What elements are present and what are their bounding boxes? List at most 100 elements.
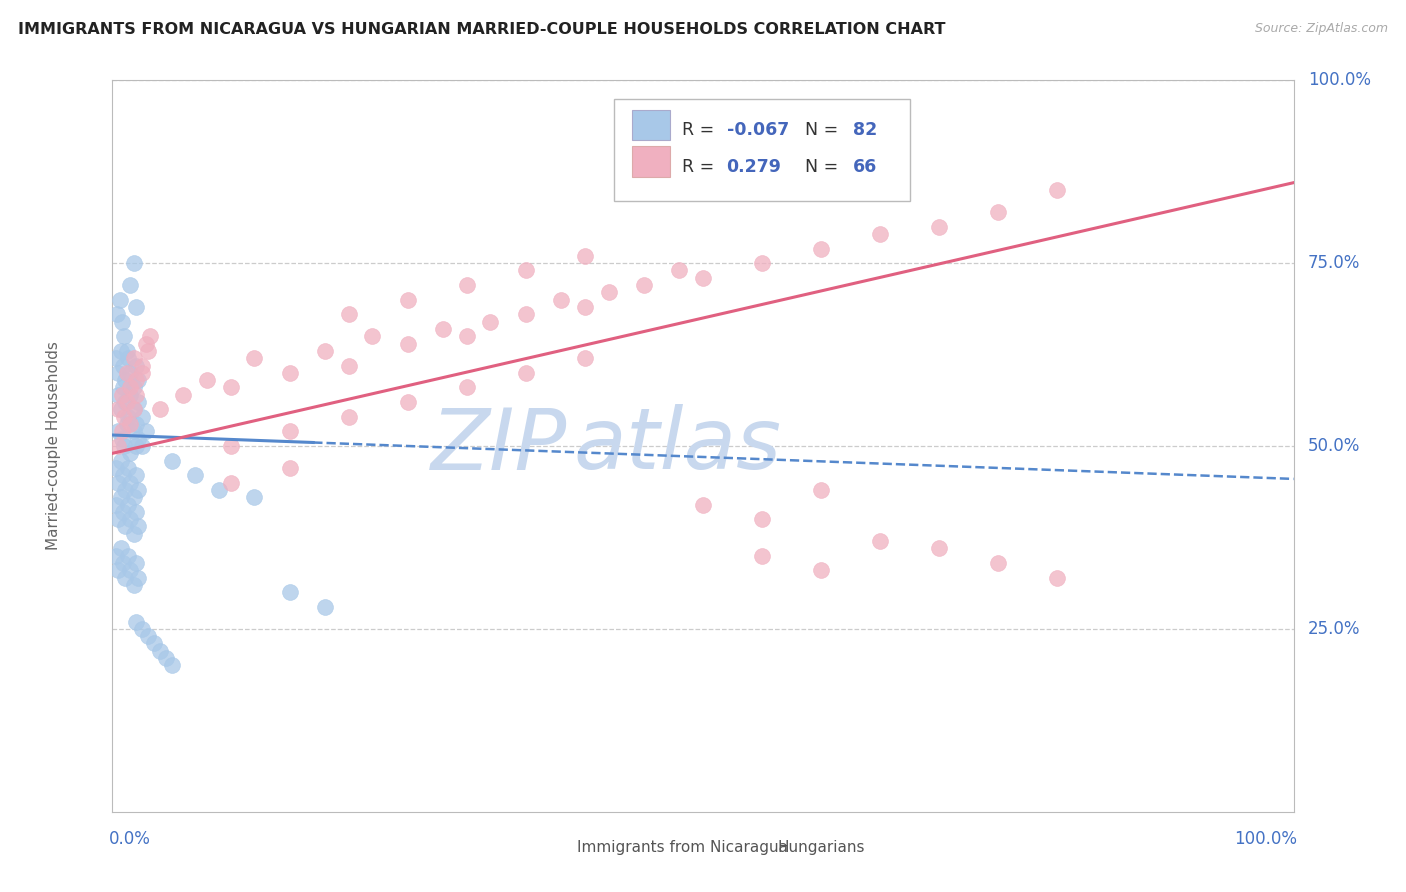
Text: IMMIGRANTS FROM NICARAGUA VS HUNGARIAN MARRIED-COUPLE HOUSEHOLDS CORRELATION CHA: IMMIGRANTS FROM NICARAGUA VS HUNGARIAN M… <box>18 22 946 37</box>
Point <box>112 556 135 570</box>
Point <box>125 615 148 629</box>
Point <box>105 461 128 475</box>
Point <box>337 307 360 321</box>
Point <box>598 285 620 300</box>
Point <box>278 461 301 475</box>
Point <box>110 343 132 358</box>
Point <box>112 505 135 519</box>
Point <box>219 380 242 394</box>
Point <box>751 549 773 563</box>
Text: 75.0%: 75.0% <box>1308 254 1360 272</box>
Point <box>208 483 231 497</box>
Point <box>117 409 139 424</box>
Text: Married-couple Households: Married-couple Households <box>46 342 60 550</box>
Point <box>243 490 266 504</box>
Point <box>111 388 134 402</box>
Point <box>810 242 832 256</box>
Point <box>550 293 572 307</box>
Point <box>810 563 832 577</box>
Point <box>1046 183 1069 197</box>
Point <box>135 425 157 439</box>
Point <box>108 293 131 307</box>
Point <box>574 351 596 366</box>
Point <box>112 329 135 343</box>
Point <box>1046 571 1069 585</box>
Point <box>117 351 139 366</box>
Point <box>117 461 139 475</box>
Point <box>105 549 128 563</box>
Text: R =: R = <box>682 158 720 176</box>
Bar <box>744 839 770 855</box>
Point <box>120 563 142 577</box>
Point <box>396 293 419 307</box>
Point <box>114 373 136 387</box>
Text: Hungarians: Hungarians <box>778 840 865 855</box>
Point <box>396 395 419 409</box>
Point <box>515 263 537 277</box>
Point <box>139 329 162 343</box>
Bar <box>544 839 569 855</box>
Point <box>692 270 714 285</box>
Point <box>135 336 157 351</box>
Point <box>125 505 148 519</box>
Point <box>456 278 478 293</box>
Point <box>515 307 537 321</box>
Text: 100.0%: 100.0% <box>1234 830 1298 848</box>
Point <box>114 483 136 497</box>
Point <box>219 439 242 453</box>
Point <box>111 432 134 446</box>
Point <box>111 425 134 439</box>
Point <box>131 366 153 380</box>
Point <box>668 263 690 277</box>
Point <box>928 541 950 556</box>
Point <box>125 359 148 373</box>
Point <box>115 395 138 409</box>
Point <box>314 343 336 358</box>
Point <box>456 380 478 394</box>
Point <box>987 205 1010 219</box>
Text: 50.0%: 50.0% <box>1308 437 1360 455</box>
Point <box>120 388 142 402</box>
Point <box>125 373 148 387</box>
Point <box>112 468 135 483</box>
Point <box>219 475 242 490</box>
FancyBboxPatch shape <box>633 110 669 140</box>
Point <box>115 366 138 380</box>
Point <box>127 483 149 497</box>
Text: N =: N = <box>794 121 844 139</box>
Point <box>142 636 165 650</box>
Point <box>112 409 135 424</box>
Point <box>136 343 159 358</box>
Point <box>131 359 153 373</box>
Point <box>149 644 172 658</box>
Point <box>122 490 145 504</box>
Point <box>110 402 132 417</box>
Point <box>105 351 128 366</box>
Point <box>120 512 142 526</box>
Point <box>149 402 172 417</box>
Point <box>125 439 148 453</box>
Point <box>361 329 384 343</box>
Text: 0.0%: 0.0% <box>108 830 150 848</box>
Point <box>131 439 153 453</box>
Point <box>184 468 207 483</box>
Point <box>107 402 129 417</box>
Point <box>869 534 891 549</box>
Point <box>107 388 129 402</box>
Text: Source: ZipAtlas.com: Source: ZipAtlas.com <box>1254 22 1388 36</box>
Point <box>122 402 145 417</box>
Point <box>751 256 773 270</box>
Point <box>337 409 360 424</box>
Text: 82: 82 <box>853 121 877 139</box>
FancyBboxPatch shape <box>614 99 910 201</box>
Point <box>112 380 135 394</box>
Point <box>692 498 714 512</box>
Text: Immigrants from Nicaragua: Immigrants from Nicaragua <box>576 840 787 855</box>
Point <box>120 446 142 460</box>
Point <box>278 585 301 599</box>
Point <box>112 439 135 453</box>
Text: 25.0%: 25.0% <box>1308 620 1360 638</box>
Point <box>117 549 139 563</box>
Point <box>515 366 537 380</box>
Point <box>122 351 145 366</box>
